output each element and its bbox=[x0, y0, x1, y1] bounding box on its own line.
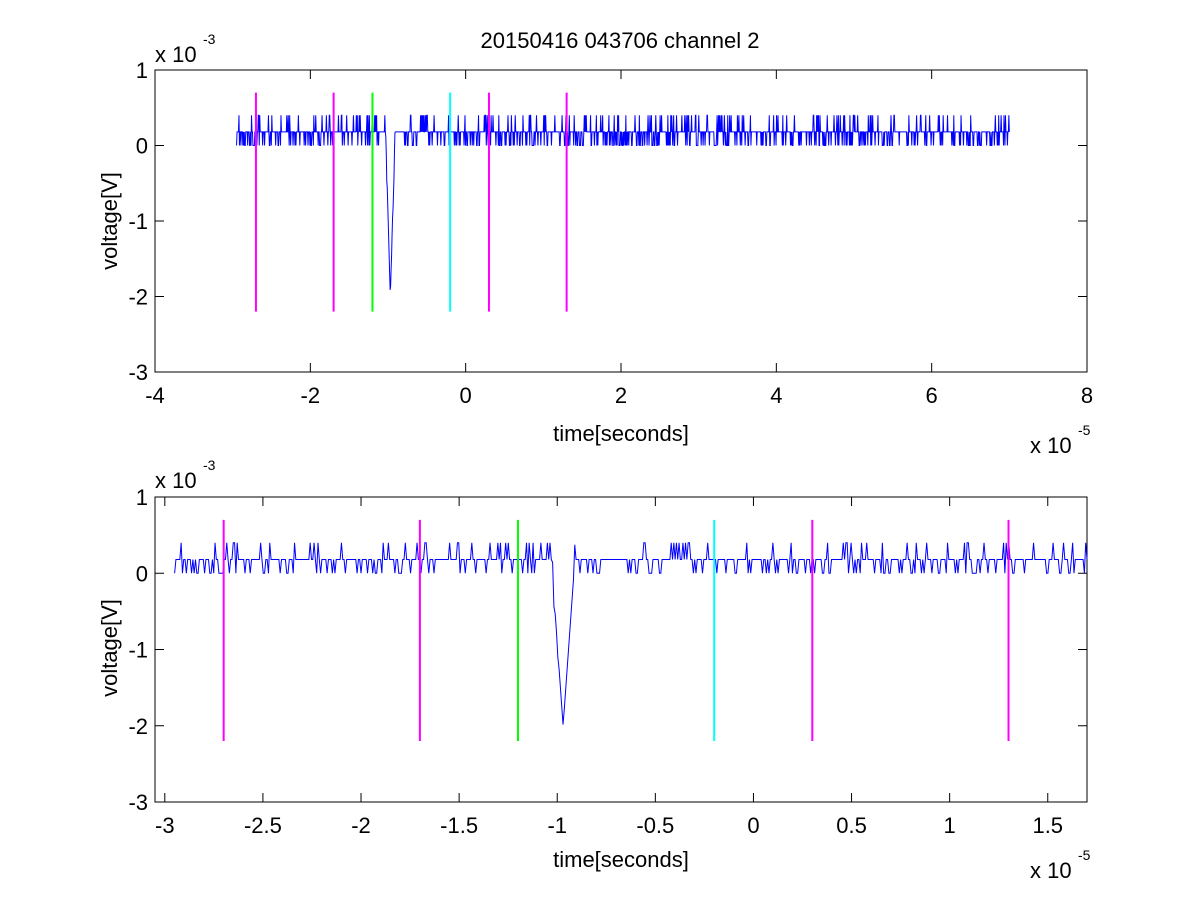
top-plot-series bbox=[236, 114, 1010, 290]
y-tick-label: -2 bbox=[128, 714, 148, 739]
bottom-plot-markers bbox=[222, 519, 1010, 741]
y-tick-label: 1 bbox=[136, 58, 148, 83]
top-y-exponent-label: x 10 bbox=[155, 42, 197, 67]
y-tick-label: -1 bbox=[128, 209, 148, 234]
x-tick-label: 8 bbox=[1081, 383, 1093, 408]
y-tick-label: 1 bbox=[136, 485, 148, 510]
x-tick-label: 0.5 bbox=[836, 813, 867, 838]
x-tick-label: 6 bbox=[926, 383, 938, 408]
x-tick-label: 0 bbox=[460, 383, 472, 408]
x-tick-label: -2.5 bbox=[244, 813, 282, 838]
figure-title: 20150416 043706 channel 2 bbox=[481, 28, 760, 53]
bottom-x-exponent-label: x 10 bbox=[1030, 858, 1072, 883]
x-tick-label: -3 bbox=[155, 813, 175, 838]
bottom-y-exponent: -3 bbox=[203, 457, 216, 473]
x-tick-label: 2 bbox=[615, 383, 627, 408]
y-tick-label: -3 bbox=[128, 790, 148, 815]
x-tick-label: 1.5 bbox=[1032, 813, 1063, 838]
top-plot-ticks: -4 -2 0 2 4 6 810-1-2-3 bbox=[128, 58, 1093, 408]
signal-line bbox=[174, 542, 1088, 725]
top-y-exponent: -3 bbox=[203, 31, 216, 47]
top-y-axis-label: voltage[V] bbox=[97, 172, 122, 270]
x-tick-label: 1 bbox=[944, 813, 956, 838]
y-tick-label: -3 bbox=[128, 360, 148, 385]
bottom-x-exponent: -5 bbox=[1078, 847, 1091, 863]
bottom-plot-ticks: -3 -2.5 -2 -1.5 -1 -0.5 0 0.5 1 1.5 1 0 -1 -2 -3 bbox=[128, 485, 1087, 838]
bottom-plot: -3 -2.5 -2 -1.5 -1 -0.5 0 0.5 1 1.510-1-2-3 x 10 … bbox=[97, 457, 1091, 883]
top-x-axis-label: time[seconds] bbox=[553, 421, 689, 446]
bottom-x-axis-label: time[seconds] bbox=[553, 847, 689, 872]
x-tick-label: -1.5 bbox=[440, 813, 478, 838]
x-tick-label: 0 bbox=[747, 813, 759, 838]
top-plot-markers bbox=[254, 92, 568, 312]
bottom-y-exponent-label: x 10 bbox=[155, 468, 197, 493]
top-x-exponent-label: x 10 bbox=[1030, 433, 1072, 458]
bottom-plot-series bbox=[174, 542, 1088, 725]
y-tick-label: 0 bbox=[136, 561, 148, 586]
bottom-y-axis-label: voltage[V] bbox=[97, 599, 122, 697]
top-plot: -4 -2 0 2 4 6 810-1-2-3 x 10 -3 x 10 -5 time[s… bbox=[97, 31, 1093, 458]
x-tick-label: -2 bbox=[351, 813, 371, 838]
y-tick-label: -2 bbox=[128, 285, 148, 310]
y-tick-label: 0 bbox=[136, 134, 148, 159]
x-tick-label: 4 bbox=[770, 383, 782, 408]
x-tick-label: -0.5 bbox=[636, 813, 674, 838]
x-tick-label: -4 bbox=[145, 383, 165, 408]
x-tick-label: -1 bbox=[547, 813, 567, 838]
x-tick-label: -2 bbox=[301, 383, 321, 408]
signal-line bbox=[236, 114, 1010, 290]
top-x-exponent: -5 bbox=[1078, 422, 1091, 438]
y-tick-label: -1 bbox=[128, 638, 148, 663]
